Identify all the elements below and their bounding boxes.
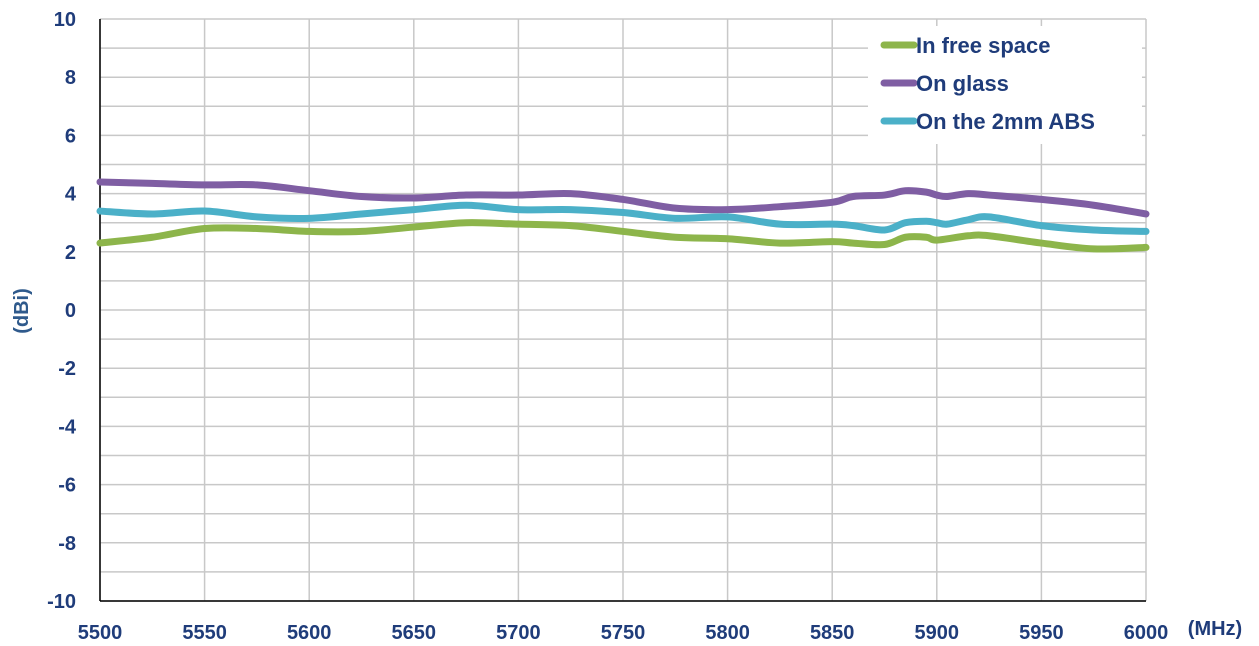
x-tick-label: 5800: [705, 622, 750, 644]
y-tick-label: 2: [65, 242, 76, 264]
y-tick-label: 6: [65, 125, 76, 147]
y-tick-label: -6: [58, 475, 76, 497]
y-tick-label: 0: [65, 300, 76, 322]
series-layer: [96, 178, 1150, 253]
x-tick-label: 5600: [287, 622, 332, 644]
x-tick-label: 5750: [601, 622, 646, 644]
y-tick-label: -2: [58, 358, 76, 380]
x-axis-label: (MHz): [1188, 618, 1242, 640]
x-tick-label: 5900: [915, 622, 960, 644]
y-tick-label: -4: [58, 416, 77, 438]
legend: In free space On glass On the 2mm ABS: [868, 26, 1142, 144]
x-tick-label: 5650: [392, 622, 437, 644]
legend-label: In free space: [916, 33, 1051, 58]
y-tick-label: -10: [47, 591, 76, 613]
x-tick-label: 5950: [1019, 622, 1064, 644]
x-tick-label: 5550: [182, 622, 227, 644]
y-tick-label: 8: [65, 67, 76, 89]
y-tick-label: 10: [54, 9, 76, 31]
x-tick-label: 5850: [810, 622, 855, 644]
y-axis-label: (dBi): [11, 288, 33, 334]
x-tick-label: 6000: [1124, 622, 1169, 644]
legend-label: On glass: [916, 71, 1009, 96]
series-line-on-glass: [96, 178, 1150, 218]
series-line-in-free-space: [96, 219, 1150, 253]
x-tick-label: 5500: [78, 622, 123, 644]
x-tick-label: 5700: [496, 622, 541, 644]
y-tick-label: 4: [65, 184, 77, 206]
series-line-on-the-2mm-abs: [96, 201, 1150, 235]
axis-layer: [99, 19, 1146, 602]
y-tick-label: -8: [58, 533, 76, 555]
legend-label: On the 2mm ABS: [916, 109, 1095, 134]
